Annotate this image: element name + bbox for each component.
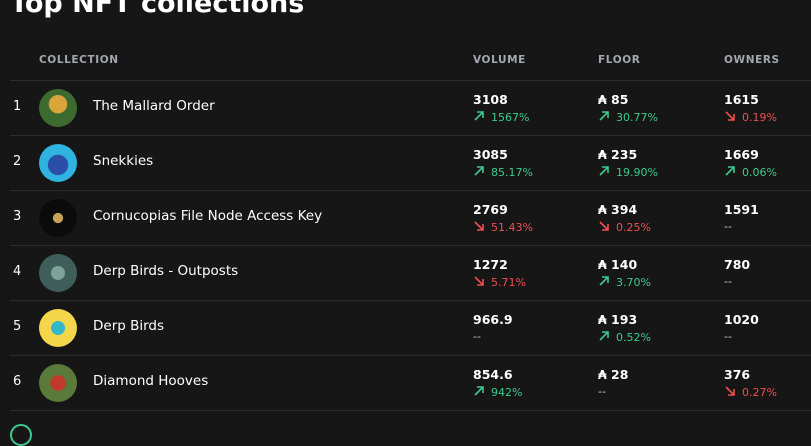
change-text: 85.17% — [491, 166, 533, 179]
collection-name[interactable]: Cornucopias File Node Access Key — [93, 208, 323, 224]
trend-arrow — [725, 166, 735, 176]
page: Top NFT collections COLLECTION VOLUME FL… — [10, 0, 811, 446]
collection-name[interactable]: The Mallard Order — [93, 98, 215, 114]
change-value: 0.19% — [724, 110, 777, 124]
change-text: 19.90% — [616, 166, 658, 179]
trend-arrow — [474, 386, 484, 396]
change-value: 0.27% — [724, 385, 777, 399]
column-header[interactable]: FLOOR — [598, 54, 641, 66]
avatar[interactable] — [39, 364, 77, 402]
floor-value: ₳ 394 — [598, 202, 638, 217]
column-header[interactable]: OWNERS — [724, 54, 780, 66]
trend-arrow — [599, 331, 609, 341]
header-divider — [10, 80, 811, 81]
change-text: 0.27% — [742, 386, 777, 399]
change-text: 1567% — [491, 111, 530, 124]
change-value: 942% — [473, 385, 522, 399]
change-text: -- — [724, 220, 732, 233]
row-divider — [10, 410, 811, 411]
column-header[interactable]: VOLUME — [473, 54, 526, 66]
owners-value: 780 — [724, 257, 751, 272]
change-text: 3.70% — [616, 276, 651, 289]
owners-value: 1020 — [724, 312, 759, 327]
collection-name[interactable]: Diamond Hooves — [93, 373, 209, 389]
change-text: -- — [598, 385, 606, 398]
change-text: -- — [473, 330, 481, 343]
volume-value: 966.9 — [473, 312, 513, 327]
avatar[interactable] — [39, 254, 77, 292]
change-value: 51.43% — [473, 220, 533, 234]
avatar — [10, 424, 32, 446]
change-text: 51.43% — [491, 221, 533, 234]
avatar[interactable] — [39, 199, 77, 237]
avatar[interactable] — [39, 89, 77, 127]
volume-value: 854.6 — [473, 367, 513, 382]
change-text: -- — [724, 330, 732, 343]
floor-value: ₳ 28 — [598, 367, 629, 382]
owners-value: 1591 — [724, 202, 759, 217]
page-title: Top NFT collections — [10, 0, 305, 19]
floor-value: ₳ 193 — [598, 312, 638, 327]
change-value: 0.25% — [598, 220, 651, 234]
change-value: -- — [473, 330, 481, 343]
change-value: 1567% — [473, 110, 529, 124]
trend-arrow — [599, 221, 609, 231]
trend-arrow — [725, 386, 735, 396]
rank: 6 — [13, 374, 22, 389]
owners-value: 1615 — [724, 92, 759, 107]
rank: 1 — [13, 99, 22, 114]
collection-name[interactable]: Snekkies — [93, 153, 154, 169]
trend-arrow — [474, 276, 484, 286]
row-divider — [10, 135, 811, 136]
volume-value: 3108 — [473, 92, 508, 107]
volume-value: 3085 — [473, 147, 508, 162]
trend-arrow — [599, 111, 609, 121]
change-text: 0.06% — [742, 166, 777, 179]
change-text: 0.19% — [742, 111, 777, 124]
change-value: -- — [724, 275, 732, 288]
change-value: 3.70% — [598, 275, 651, 289]
trend-arrow — [725, 111, 735, 121]
trend-arrow — [599, 276, 609, 286]
change-value: -- — [598, 385, 606, 398]
volume-value: 1272 — [473, 257, 508, 272]
trend-arrow — [474, 166, 484, 176]
column-header[interactable]: COLLECTION — [39, 54, 119, 66]
rank: 3 — [13, 209, 22, 224]
owners-value: 1669 — [724, 147, 759, 162]
change-value: 85.17% — [473, 165, 533, 179]
change-value: 0.52% — [598, 330, 651, 344]
owners-value: 376 — [724, 367, 751, 382]
collection-name[interactable]: Derp Birds — [93, 318, 165, 334]
trend-arrow — [474, 111, 484, 121]
change-text: 942% — [491, 386, 523, 399]
row-divider — [10, 355, 811, 356]
floor-value: ₳ 235 — [598, 147, 638, 162]
change-text: 30.77% — [616, 111, 658, 124]
change-value: -- — [724, 330, 732, 343]
floor-value: ₳ 140 — [598, 257, 638, 272]
change-value: 0.06% — [724, 165, 777, 179]
rank: 2 — [13, 154, 22, 169]
avatar[interactable] — [39, 309, 77, 347]
change-value: 19.90% — [598, 165, 658, 179]
row-divider — [10, 245, 811, 246]
rank: 4 — [13, 264, 22, 279]
row-divider — [10, 300, 811, 301]
change-value: 5.71% — [473, 275, 526, 289]
rank: 5 — [13, 319, 22, 334]
change-text: 0.25% — [616, 221, 651, 234]
floor-value: ₳ 85 — [598, 92, 629, 107]
change-text: 0.52% — [616, 331, 651, 344]
change-text: 5.71% — [491, 276, 526, 289]
avatar[interactable] — [39, 144, 77, 182]
change-text: -- — [724, 275, 732, 288]
trend-arrow — [474, 221, 484, 231]
change-value: 30.77% — [598, 110, 658, 124]
volume-value: 2769 — [473, 202, 508, 217]
trend-arrow — [599, 166, 609, 176]
change-value: -- — [724, 220, 732, 233]
collection-name[interactable]: Derp Birds - Outposts — [93, 263, 239, 279]
row-divider — [10, 190, 811, 191]
